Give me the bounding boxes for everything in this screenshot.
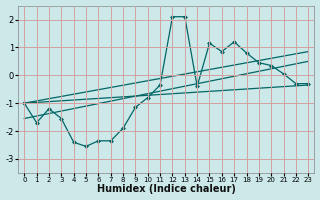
X-axis label: Humidex (Indice chaleur): Humidex (Indice chaleur) [97, 184, 236, 194]
